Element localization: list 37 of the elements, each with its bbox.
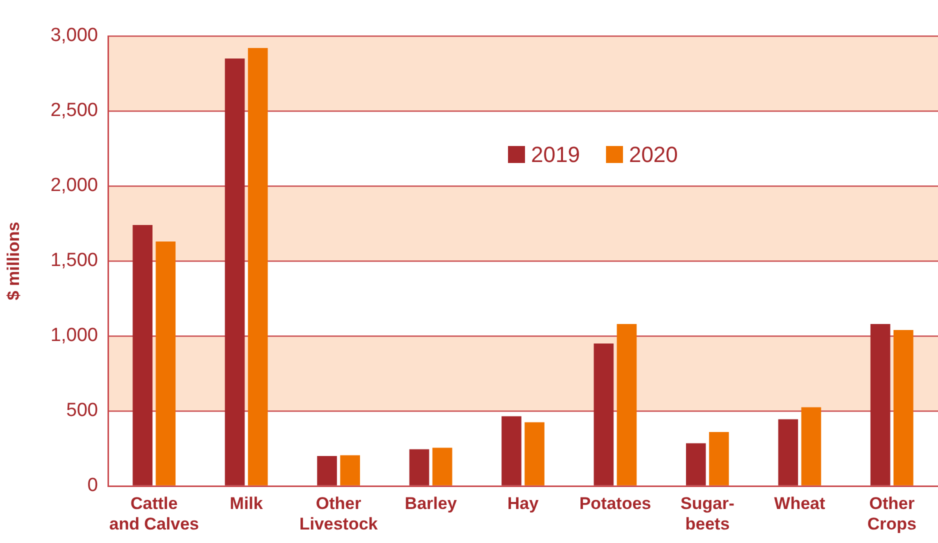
bar xyxy=(616,324,637,486)
bar xyxy=(524,422,544,486)
bar xyxy=(870,324,890,486)
bar xyxy=(340,455,360,486)
bar xyxy=(224,58,245,486)
x-tick-label: Potatoes xyxy=(579,494,652,513)
x-tick-label: Wheat xyxy=(774,494,826,513)
bar xyxy=(594,344,614,486)
bar xyxy=(778,419,798,486)
bar xyxy=(132,225,152,486)
x-tick-label: Hay xyxy=(507,494,540,513)
bar xyxy=(709,432,729,486)
y-tick-label: 2,500 xyxy=(50,100,98,122)
y-tick-label: 2,000 xyxy=(50,175,98,196)
x-tick-label: Other Crops xyxy=(867,494,916,534)
y-tick-label: 0 xyxy=(87,475,98,496)
bar xyxy=(248,48,268,486)
bar xyxy=(432,448,452,486)
bar xyxy=(317,456,337,486)
bar xyxy=(894,330,914,486)
y-tick-label: 1,500 xyxy=(50,250,98,272)
bar xyxy=(801,407,822,486)
x-tick-label: Sugar- beets xyxy=(680,494,734,534)
y-tick-label: 3,000 xyxy=(50,25,98,46)
y-axis-title: $ millions xyxy=(4,222,23,300)
bar xyxy=(502,416,522,486)
x-tick-label: Barley xyxy=(404,494,458,513)
bar xyxy=(686,443,706,486)
bar xyxy=(409,449,430,486)
x-tick-label: Cattle and Calves xyxy=(109,494,199,534)
y-tick-label: 1,000 xyxy=(50,325,98,346)
y-tick-label: 500 xyxy=(66,400,98,422)
legend-label: 2020 xyxy=(628,142,678,168)
legend-label: 2019 xyxy=(530,142,580,168)
x-tick-label: Other Livestock xyxy=(299,494,378,534)
bar xyxy=(156,242,176,486)
x-tick-label: Milk xyxy=(230,494,264,513)
